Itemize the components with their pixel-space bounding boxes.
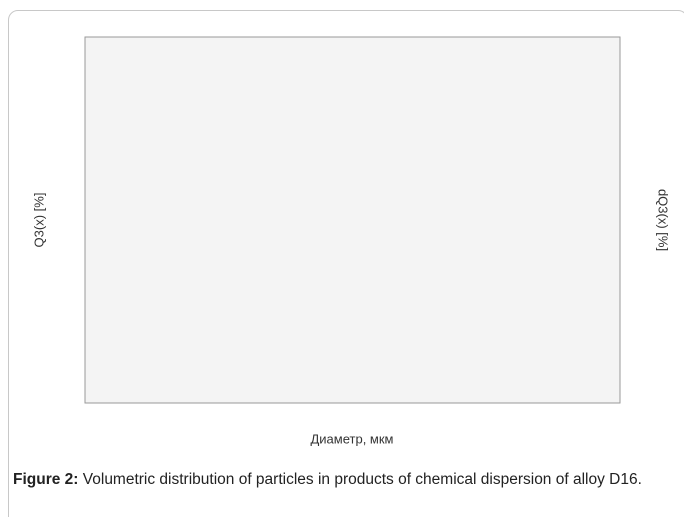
- y-axis-label: Q3(x) [%]: [31, 193, 46, 248]
- caption-label: Figure 2:: [13, 471, 79, 488]
- plot-area: [84, 36, 621, 404]
- caption-text: Volumetric distribution of particles in …: [82, 471, 642, 488]
- y2-axis-label: dQ3(x) [%]: [656, 189, 671, 251]
- caption: Figure 2: Volumetric distribution of par…: [13, 470, 677, 490]
- x-axis-label: Диаметр, мкм: [310, 431, 393, 446]
- chart: Диаметр, мкм Q3(x) [%] dQ3(x) [%]: [31, 36, 671, 446]
- figure-frame: [8, 10, 684, 517]
